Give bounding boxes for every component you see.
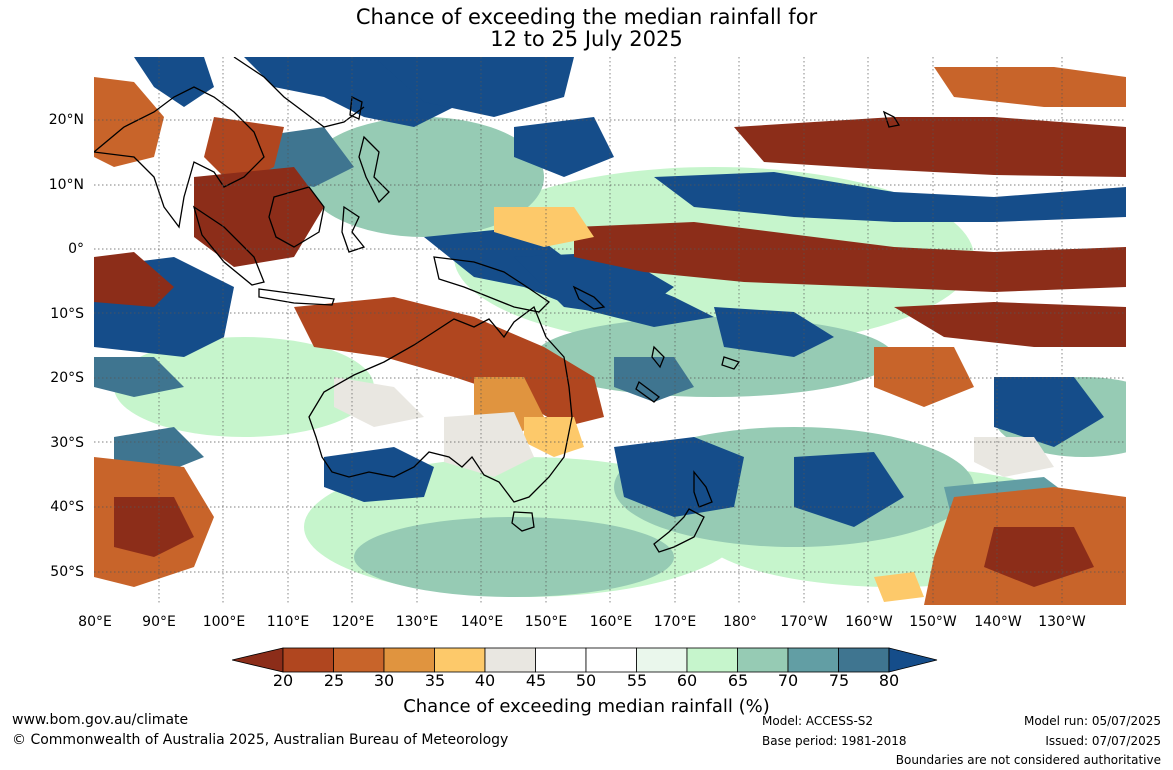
colorbar-cell bbox=[383, 647, 435, 673]
lon-label-160w: 160°W bbox=[845, 614, 893, 630]
colorbar-cell bbox=[787, 647, 839, 673]
colorbar-label: Chance of exceeding median rainfall (%) bbox=[0, 696, 1173, 717]
lat-label-30s: 30°S bbox=[50, 435, 84, 451]
colorbar-tick-45: 45 bbox=[525, 671, 547, 690]
model-name: Model: ACCESS-S2 bbox=[762, 714, 874, 728]
coastlines bbox=[94, 57, 901, 553]
colorbar-cell bbox=[737, 647, 789, 673]
colorbar-tick-30: 30 bbox=[373, 671, 395, 690]
lat-label-10s: 10°S bbox=[50, 306, 84, 322]
lat-label-20s: 20°S bbox=[50, 370, 84, 386]
colorbar-cell bbox=[686, 647, 738, 673]
lon-label-170w: 170°W bbox=[780, 614, 828, 630]
gridlines bbox=[94, 57, 1126, 605]
lon-label-90e: 90°E bbox=[142, 614, 176, 630]
colorbar-cell bbox=[484, 647, 536, 673]
lon-label-120e: 120°E bbox=[331, 614, 375, 630]
lat-label-equator: 0° bbox=[68, 241, 84, 257]
lon-label-110e: 110°E bbox=[266, 614, 310, 630]
colorbar-label-text: Chance of exceeding median rainfall (%) bbox=[403, 696, 770, 717]
lon-label-150w: 150°W bbox=[909, 614, 957, 630]
colorbar-tick-60: 60 bbox=[676, 671, 698, 690]
lat-label-50s: 50°S bbox=[50, 564, 84, 580]
lon-label-80e: 80°E bbox=[78, 614, 112, 630]
lon-label-170e: 170°E bbox=[653, 614, 697, 630]
colorbar-extend-high bbox=[888, 647, 938, 673]
website-link[interactable]: www.bom.gov.au/climate bbox=[12, 712, 189, 728]
chart-title-line2: 12 to 25 July 2025 bbox=[490, 27, 683, 51]
colorbar-cell bbox=[585, 647, 637, 673]
issued-date: Issued: 07/07/2025 bbox=[1045, 734, 1161, 748]
colorbar-tick-35: 35 bbox=[424, 671, 446, 690]
colorbar bbox=[232, 647, 938, 673]
colorbar-tick-70: 70 bbox=[777, 671, 799, 690]
copyright-notice: © Commonwealth of Australia 2025, Austra… bbox=[12, 732, 509, 748]
colorbar-cell bbox=[333, 647, 385, 673]
colorbar-tick-40: 40 bbox=[474, 671, 496, 690]
chart-title-line1: Chance of exceeding the median rainfall … bbox=[355, 5, 818, 29]
model-run-date: Model run: 05/07/2025 bbox=[1023, 714, 1161, 728]
colorbar-tick-25: 25 bbox=[323, 671, 345, 690]
lat-label-10n: 10°N bbox=[48, 177, 84, 193]
lon-label-180: 180° bbox=[723, 614, 757, 630]
colorbar-cell bbox=[282, 647, 334, 673]
colorbar-tick-75: 75 bbox=[828, 671, 850, 690]
anomaly-field bbox=[94, 57, 1126, 605]
lon-label-140e: 140°E bbox=[460, 614, 504, 630]
colorbar-cell bbox=[434, 647, 486, 673]
lon-label-140w: 140°W bbox=[974, 614, 1022, 630]
lon-label-100e: 100°E bbox=[202, 614, 246, 630]
colorbar-tick-80: 80 bbox=[878, 671, 900, 690]
lon-label-130w: 130°W bbox=[1038, 614, 1086, 630]
lon-label-150e: 150°E bbox=[524, 614, 568, 630]
colorbar-cell bbox=[535, 647, 587, 673]
boundaries-disclaimer: Boundaries are not considered authoritat… bbox=[895, 753, 1161, 767]
lon-label-160e: 160°E bbox=[589, 614, 633, 630]
colorbar-tick-65: 65 bbox=[727, 671, 749, 690]
colorbar-extend-low bbox=[232, 647, 284, 673]
colorbar-tick-20: 20 bbox=[272, 671, 294, 690]
lat-label-40s: 40°S bbox=[50, 499, 84, 515]
colorbar-cell bbox=[636, 647, 688, 673]
colorbar-tick-55: 55 bbox=[626, 671, 648, 690]
colorbar-cell bbox=[838, 647, 890, 673]
colorbar-tick-50: 50 bbox=[575, 671, 597, 690]
lat-label-20n: 20°N bbox=[48, 112, 84, 128]
rainfall-outlook-map bbox=[94, 57, 1126, 605]
lon-label-130e: 130°E bbox=[395, 614, 439, 630]
base-period: Base period: 1981-2018 bbox=[762, 734, 907, 748]
